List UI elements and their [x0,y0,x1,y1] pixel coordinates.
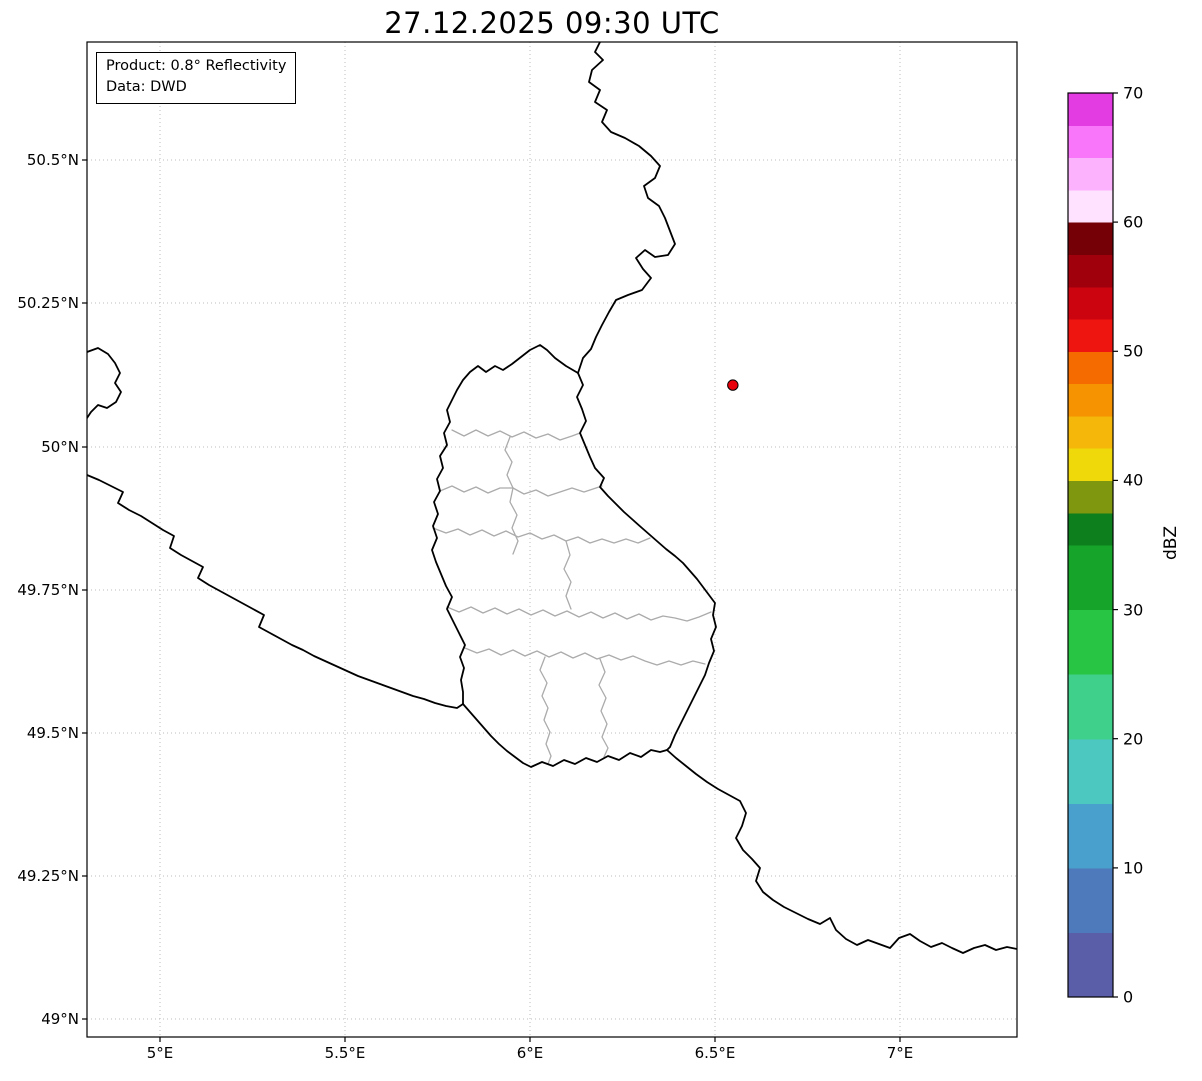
colorbar-tick-label: 50 [1123,341,1144,361]
canton-border [451,429,581,441]
border-belgium-luxembourg [431,344,579,705]
border-givet-salient [87,347,122,419]
grid-lines [87,42,1017,1037]
y-tick-label: 49°N [41,1010,79,1028]
figure-title: 27.12.2025 09:30 UTC [384,6,720,40]
canton-border [598,658,609,758]
border-belgium-france [87,474,464,709]
colorbar-frame [1067,92,1114,998]
radar-site-marker [727,379,739,391]
canton-border [509,487,519,555]
canton-border [539,656,552,765]
colorbar-tick-label: 30 [1123,600,1144,620]
colorbar-gradient [1068,93,1113,998]
canton-border [504,436,514,489]
x-tick-label: 7°E [886,1044,914,1062]
colorbar-tick-label: 10 [1123,858,1144,878]
y-tick-label: 49.25°N [17,867,79,885]
map-background [87,42,1017,1037]
y-tick-label: 49.75°N [17,581,79,599]
canton-border [563,540,572,610]
x-tick-label: 5.5°E [324,1044,366,1062]
product-label: Product: 0.8° Reflectivity [106,58,287,74]
border-belgium-germany [577,42,676,374]
axes-frame [86,41,1018,1038]
colorbar-tick-marks [1113,92,1118,998]
canton-border [464,647,706,666]
x-tick-label: 6.5°E [694,1044,736,1062]
colorbar-tick-label: 40 [1123,470,1144,490]
colorbar-tick-label: 0 [1123,987,1134,1007]
border-france-germany [666,749,1017,954]
y-tick-label: 50.5°N [26,151,79,169]
canton-border [446,606,712,622]
y-tick-label: 50.25°N [17,294,79,312]
canton-border [432,527,651,544]
canton-border [439,485,603,497]
colorbar-tick-label: 20 [1123,729,1144,749]
border-luxembourg-germany [576,372,717,751]
y-tick-label: 49.5°N [26,724,79,742]
x-tick-label: 5°E [146,1044,174,1062]
colorbar-tick-label: 70 [1123,83,1144,103]
x-tick-label: 6°E [516,1044,544,1062]
colorbar-unit-label: dBZ [1161,525,1182,561]
product-info-box: Product: 0.8° Reflectivity Data: DWD [96,52,297,105]
colorbar-tick-label: 60 [1123,212,1144,232]
admin-borders-luxembourg-cantons [432,429,712,765]
data-source-label: Data: DWD [106,79,187,96]
country-borders [87,42,1017,954]
axis-tick-marks [82,159,901,1042]
y-tick-label: 50°N [41,438,79,456]
border-luxembourg-france [462,703,668,768]
